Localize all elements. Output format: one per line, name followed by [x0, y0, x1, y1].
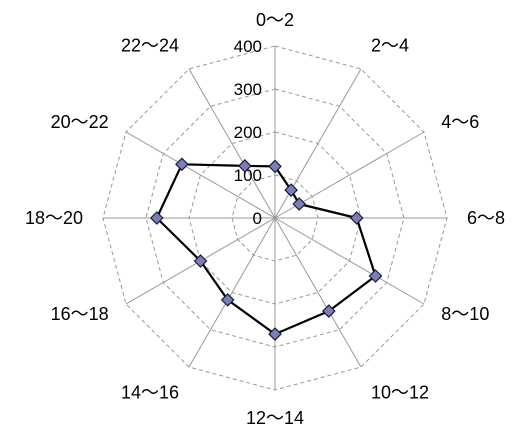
category-label-7: 14～16 — [121, 382, 179, 402]
category-label-0: 0～2 — [256, 10, 294, 30]
category-label-11: 22～24 — [121, 36, 179, 56]
spoke-1 — [274, 68, 362, 219]
data-point-7 — [220, 293, 235, 307]
data-point-4 — [368, 269, 383, 283]
data-point-11 — [238, 159, 252, 173]
spoke-10 — [125, 131, 276, 219]
data-point-9 — [149, 211, 164, 225]
category-label-5: 10～12 — [371, 382, 429, 402]
series-layer — [149, 157, 383, 341]
category-label-2: 4～6 — [441, 112, 479, 132]
tick-label-100: 100 — [234, 166, 262, 185]
tick-label-0: 0 — [253, 209, 262, 228]
tick-label-200: 200 — [234, 123, 262, 142]
data-point-2 — [292, 197, 307, 211]
tick-label-300: 300 — [234, 80, 262, 99]
tick-label-400: 400 — [234, 37, 262, 56]
data-point-6 — [268, 327, 282, 341]
spoke-11 — [188, 68, 276, 219]
spoke-4 — [274, 217, 425, 305]
category-label-1: 2～4 — [371, 36, 409, 56]
spoke-7 — [188, 217, 276, 368]
category-label-6: 12～14 — [246, 408, 304, 428]
data-point-5 — [321, 304, 336, 318]
data-point-10 — [175, 157, 189, 172]
data-point-0 — [268, 159, 282, 174]
data-point-8 — [193, 254, 208, 268]
category-label-9: 18～20 — [25, 208, 83, 228]
category-label-3: 6～8 — [467, 208, 505, 228]
data-point-1 — [284, 183, 298, 197]
radial-axis-ticks: 0 100 200 300 400 — [234, 37, 262, 228]
data-point-3 — [349, 211, 364, 225]
category-label-10: 20～22 — [51, 112, 109, 132]
spoke-5 — [274, 217, 362, 368]
category-label-4: 8～10 — [441, 304, 489, 324]
category-label-8: 16～18 — [51, 304, 109, 324]
category-labels: 0～2 2～4 4～6 6～8 8～10 10～12 12～14 14～16 16～18 18～2… — [25, 10, 505, 428]
